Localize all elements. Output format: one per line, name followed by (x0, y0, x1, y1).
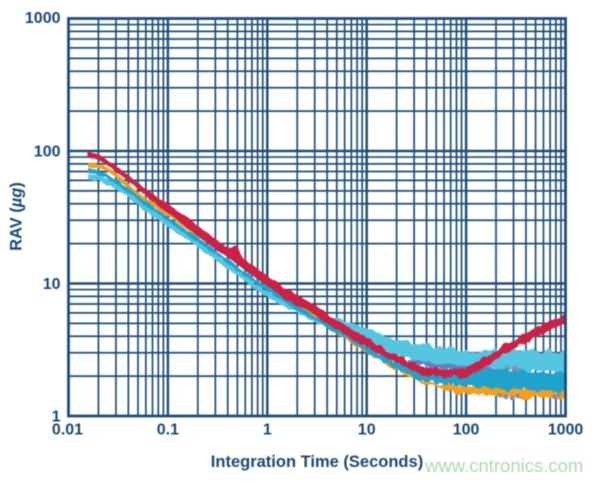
svg-text:1: 1 (52, 408, 61, 425)
svg-text:www.cntronics.com: www.cntronics.com (424, 455, 583, 476)
svg-text:1: 1 (263, 422, 272, 439)
svg-text:0.1: 0.1 (157, 422, 179, 439)
svg-text:1000: 1000 (25, 10, 61, 27)
svg-text:100: 100 (34, 143, 61, 160)
svg-text:10: 10 (358, 422, 376, 439)
svg-text:0.01: 0.01 (52, 422, 83, 439)
svg-text:Integration Time (Seconds): Integration Time (Seconds) (211, 453, 423, 471)
svg-text:100: 100 (453, 422, 480, 439)
svg-text:1000: 1000 (548, 422, 584, 439)
svg-text:10: 10 (43, 276, 61, 293)
svg-text:RAV (µg): RAV (µg) (8, 182, 26, 251)
